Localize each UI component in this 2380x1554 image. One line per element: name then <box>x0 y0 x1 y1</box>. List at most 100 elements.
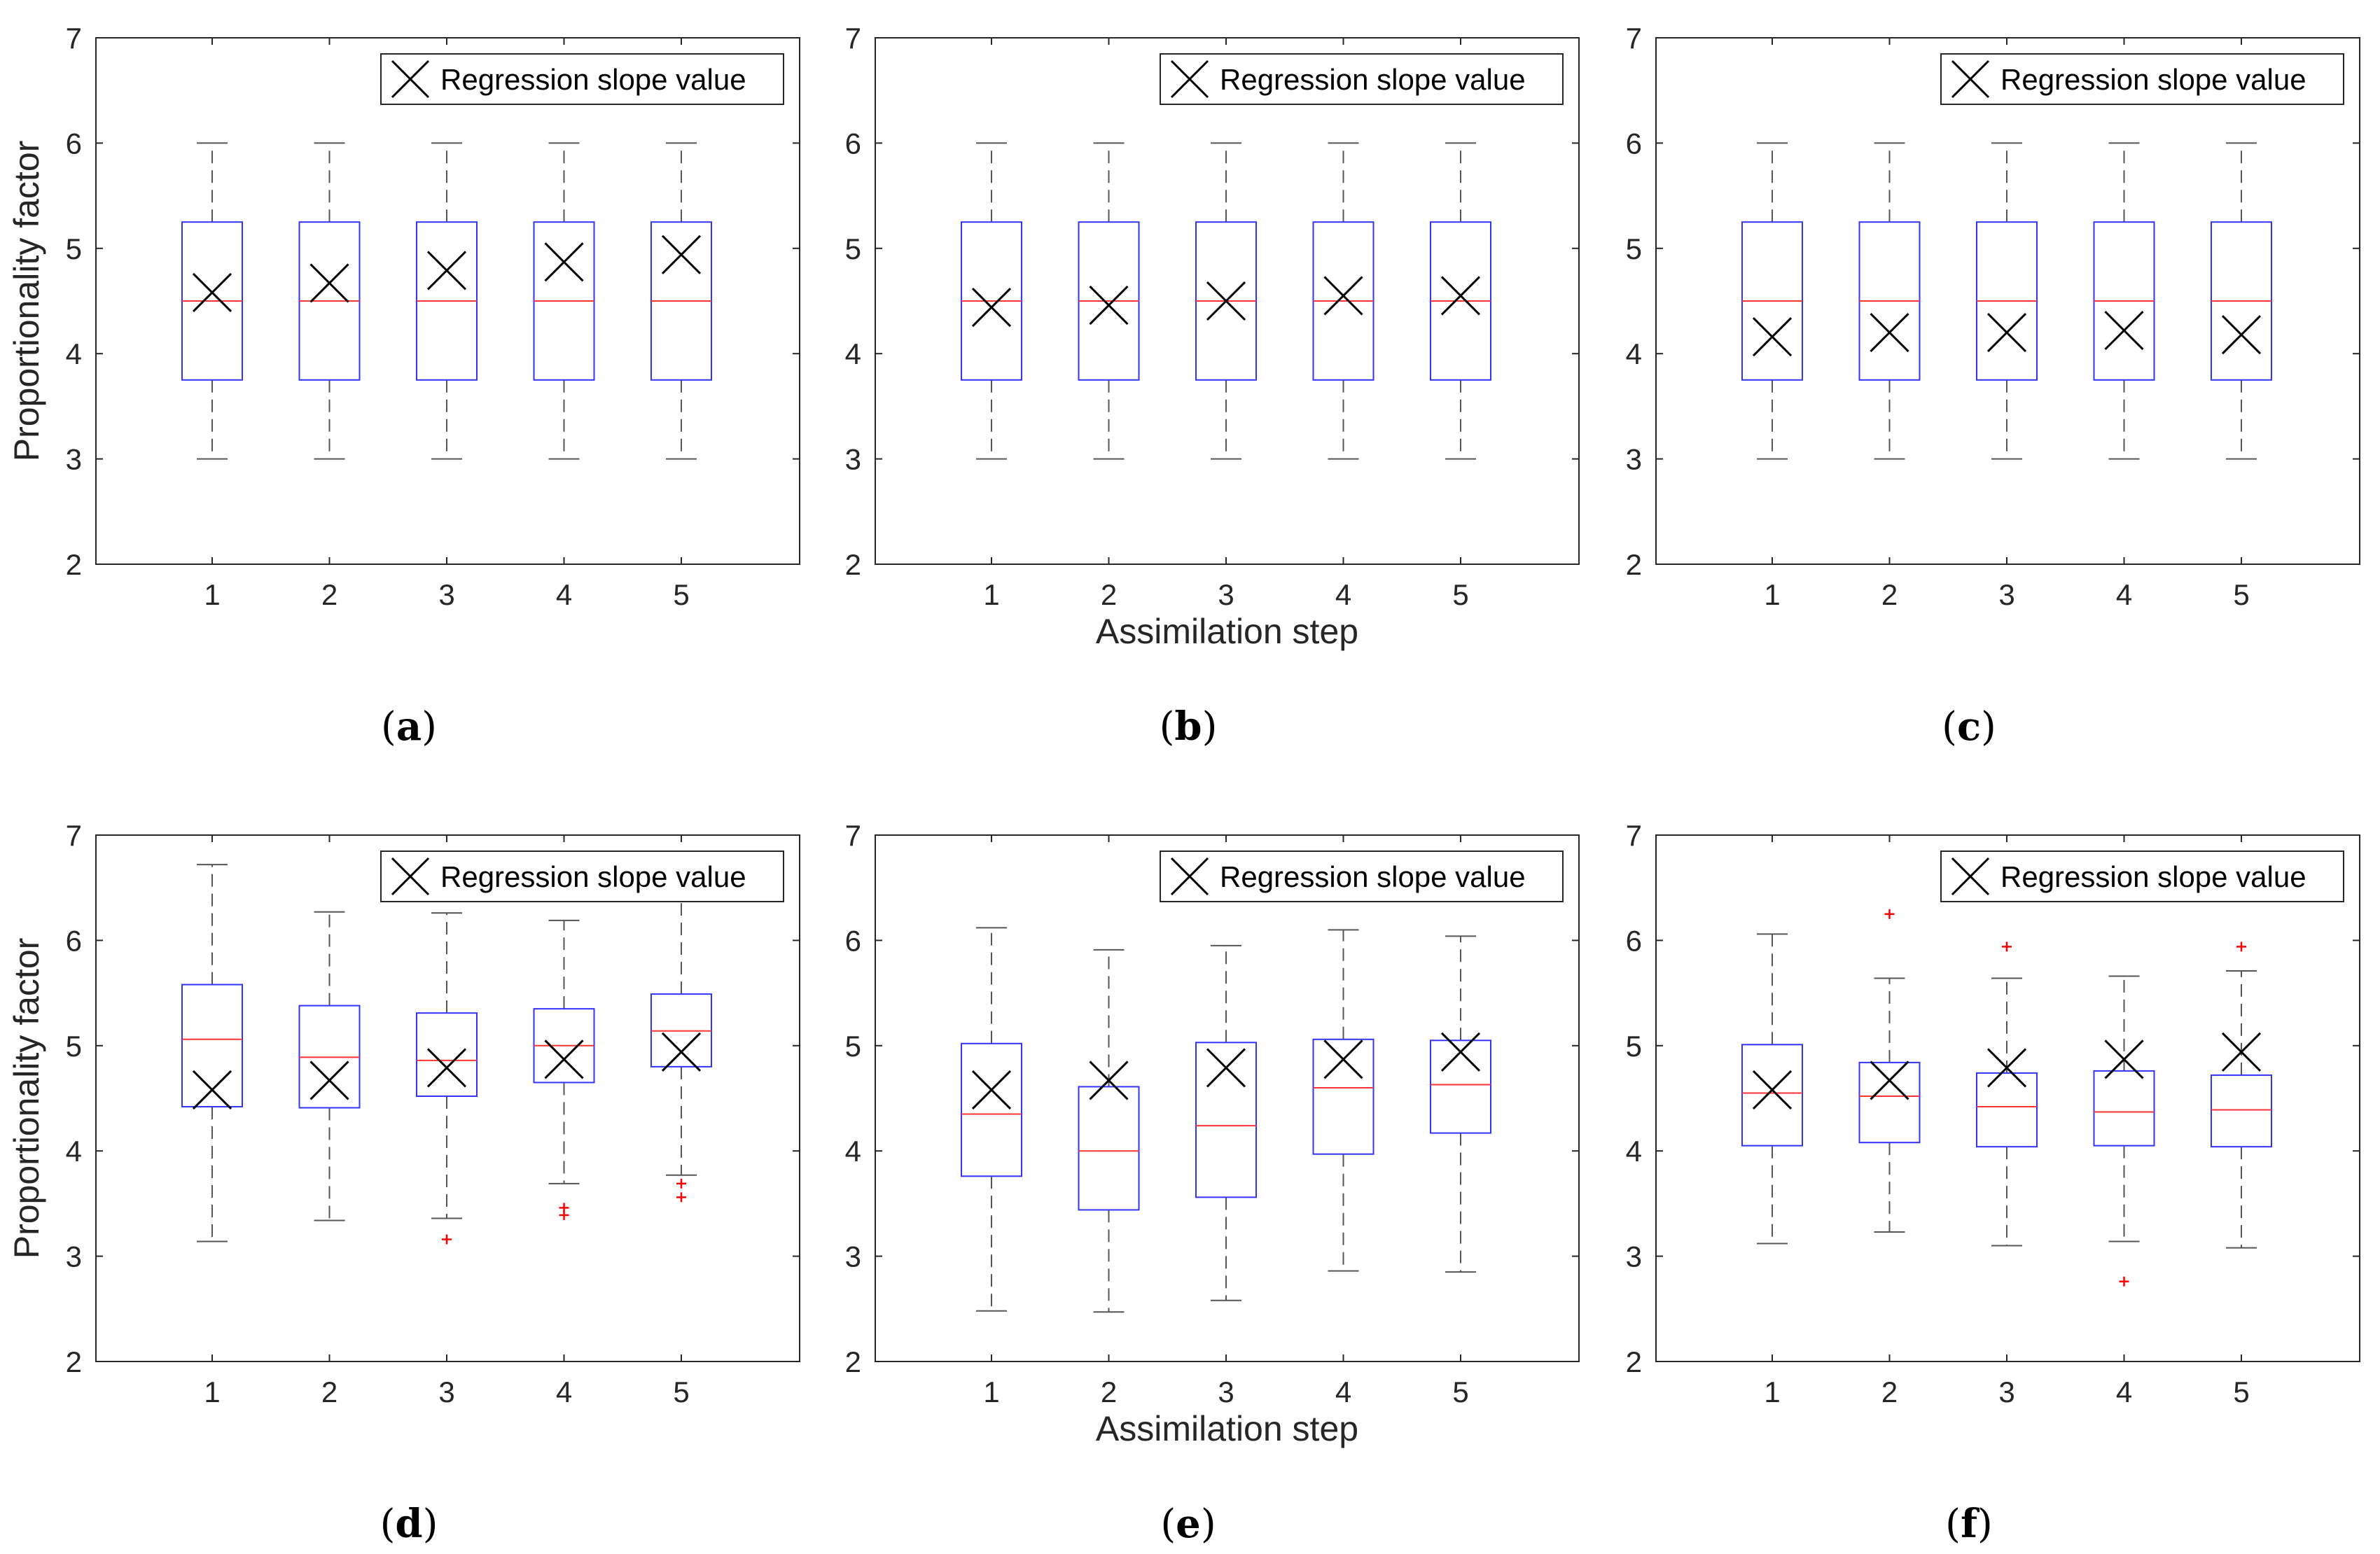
regression-slope-marker <box>309 263 349 303</box>
panel-b-ytick-label: 6 <box>845 127 861 160</box>
panel-e-xtick-label: 5 <box>1452 1376 1468 1408</box>
legend-box <box>1940 53 2344 105</box>
regression-slope-marker <box>426 1048 467 1088</box>
panel-f-ytick-label: 3 <box>1626 1240 1642 1273</box>
panel-d-ytick-label: 4 <box>66 1135 82 1168</box>
iqr-box <box>2211 1074 2272 1148</box>
panel-a-ytick-label: 6 <box>66 127 82 160</box>
regression-slope-marker <box>309 1060 349 1100</box>
panel-c-xtick-label: 3 <box>1998 578 2014 611</box>
panel-f-xtick-label: 4 <box>2116 1376 2132 1408</box>
panel-a-box-4 <box>533 142 595 460</box>
regression-slope-marker <box>544 1040 584 1079</box>
panel-b-axes-frame <box>875 37 1580 565</box>
panel-d-box-5 <box>650 897 712 1203</box>
panel-d-box-4 <box>533 919 595 1220</box>
legend-box <box>380 850 784 902</box>
panel-c-legend: Regression slope value <box>1940 53 2344 105</box>
regression-slope-marker <box>192 272 232 313</box>
panel-c-xtick-label: 4 <box>2116 578 2132 611</box>
panel-e-ytick-label: 2 <box>845 1345 861 1378</box>
panel-e-xtick-label: 1 <box>983 1376 999 1408</box>
panel-b-caption: (b) <box>1160 704 1218 750</box>
panel-b-ytick-label: 7 <box>845 22 861 55</box>
panel-d-caption: (d) <box>380 1501 438 1547</box>
panel-d: 2 3 4 5 6 7 1 2 3 4 5 Proportionality factor Regress… <box>7 819 800 1547</box>
iqr-box <box>1195 1042 1257 1198</box>
legend-slope-marker <box>1951 59 1990 99</box>
legend-slope-marker <box>1170 59 1209 99</box>
outlier-marker <box>676 1192 686 1203</box>
regression-slope-marker <box>1323 276 1363 316</box>
panel-e-xlabel: Assimilation step <box>1096 1409 1358 1448</box>
legend-box <box>1160 850 1564 902</box>
panel-b-legend: Regression slope value <box>1160 53 1564 105</box>
panel-a-xtick-label: 5 <box>673 578 689 611</box>
panel-f-box-5 <box>2211 941 2272 1249</box>
panel-e-box-3 <box>1195 944 1257 1301</box>
iqr-box <box>416 1012 478 1097</box>
panel-a-xtick-label: 1 <box>204 578 220 611</box>
panel-d-xtick-label: 5 <box>673 1376 689 1408</box>
regression-slope-marker <box>1986 313 2027 353</box>
panel-c-ytick-label: 2 <box>1626 548 1642 581</box>
panel-f: 2 3 4 5 6 7 1 2 3 4 5 Regression slope value (f) <box>1626 819 2360 1547</box>
panel-a-axes-frame <box>95 37 800 565</box>
panel-f-xtick-label: 2 <box>1881 1376 1898 1408</box>
panel-f-box-3 <box>1976 941 2038 1247</box>
regression-slope-marker <box>1986 1048 2027 1088</box>
panel-b-box-5 <box>1430 142 1491 460</box>
panel-e-box-2 <box>1078 948 1140 1313</box>
panel-a-ytick-label: 7 <box>66 22 82 55</box>
legend-slope-marker <box>1170 857 1209 896</box>
panel-a-ytick-label: 2 <box>66 548 82 581</box>
panel-c-box-1 <box>1741 142 1803 460</box>
panel-e-box-1 <box>961 927 1022 1312</box>
panel-a-ytick-label: 5 <box>66 232 82 265</box>
outlier-marker <box>1884 909 1895 919</box>
panel-f-ytick-label: 7 <box>1626 819 1642 852</box>
panel-c-ytick-label: 6 <box>1626 127 1642 160</box>
panel-a-box-3 <box>416 142 478 460</box>
panel-c-box-2 <box>1858 142 1921 460</box>
regression-slope-marker <box>544 242 584 282</box>
panel-a-ylabel: Proportionality factor <box>7 141 46 462</box>
panel-a-box-1 <box>181 142 243 460</box>
regression-slope-marker <box>1752 317 1793 357</box>
regression-slope-marker <box>426 251 467 290</box>
legend-label: Regression slope value <box>1220 63 1526 96</box>
legend-box <box>380 53 784 105</box>
legend-box <box>1940 850 2344 902</box>
legend-label: Regression slope value <box>2000 860 2306 893</box>
iqr-box <box>181 983 243 1108</box>
panel-f-legend: Regression slope value <box>1940 850 2344 902</box>
panel-d-ytick-label: 3 <box>66 1240 82 1273</box>
panel-d-xtick-label: 1 <box>204 1376 220 1408</box>
panel-b-ytick-label: 4 <box>845 337 861 370</box>
panel-c-box-3 <box>1976 142 2038 460</box>
panel-c-box-4 <box>2093 142 2155 460</box>
iqr-box <box>1741 1044 1803 1147</box>
legend-slope-marker <box>1951 857 1990 896</box>
panel-d-ytick-label: 7 <box>66 819 82 852</box>
panel-d-ytick-label: 2 <box>66 1345 82 1378</box>
iqr-box <box>1078 1086 1140 1211</box>
regression-slope-marker <box>1206 281 1246 321</box>
panel-a-box-2 <box>298 142 361 460</box>
panel-f-axes-frame <box>1655 834 2360 1362</box>
regression-slope-marker <box>1440 276 1481 316</box>
panel-f-ytick-label: 2 <box>1626 1345 1642 1378</box>
panel-b-xtick-label: 5 <box>1452 578 1468 611</box>
regression-slope-marker <box>2104 1040 2144 1079</box>
panel-e-xtick-label: 4 <box>1335 1376 1351 1408</box>
regression-slope-marker <box>2221 1032 2262 1072</box>
panel-d-box-1 <box>181 864 243 1242</box>
regression-slope-marker <box>2104 311 2144 351</box>
outlier-marker <box>442 1234 452 1245</box>
legend-label: Regression slope value <box>440 860 746 893</box>
iqr-box <box>1976 1072 2038 1148</box>
panel-c-caption: (c) <box>1942 704 1996 750</box>
panel-b-ytick-label: 5 <box>845 232 861 265</box>
panel-a-legend: Regression slope value <box>380 53 784 105</box>
regression-slope-marker <box>1323 1040 1363 1079</box>
